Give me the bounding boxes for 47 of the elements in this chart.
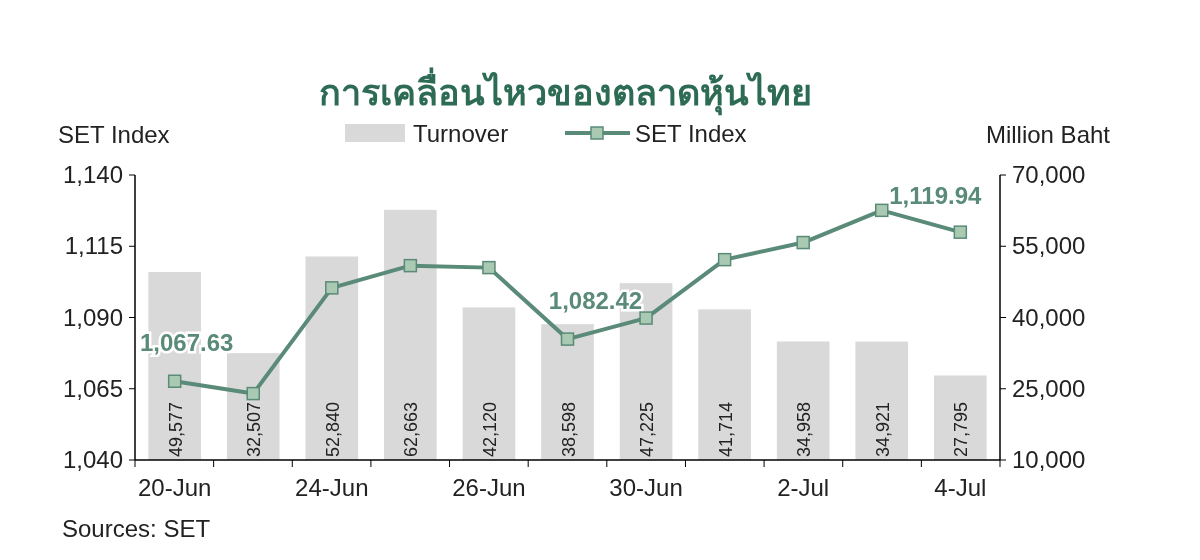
y-tick-label: 1,140 [62,161,123,188]
y2-tick-label: 25,000 [1012,374,1086,402]
point [639,311,653,325]
y2-axis-title: Million Baht [985,121,1111,148]
y2-tick-label: 70,000 [1012,161,1086,188]
point [482,260,496,275]
y-tick-label: 1,040 [62,446,123,473]
data-label: 32,507 [244,401,265,457]
data-label: 52,840 [322,401,343,457]
y-axis-title: SET Index [58,121,170,148]
legend-label: SET Index [635,120,747,147]
point [875,203,889,218]
point [403,258,418,273]
x-tick-label: 30-Jun [609,474,683,501]
data-label: 34,958 [794,401,815,457]
data-label: 1,082.42 [548,287,643,315]
data-label: 27,795 [951,401,972,457]
x-tick-label: 26-Jun [452,474,526,501]
chart-title: การเคลื่อนไหวของตลาดหุ้นไทย [318,67,812,116]
data-label: 1,067.63 [139,329,234,357]
data-label: 41,714 [715,401,736,457]
point [167,374,182,388]
data-label: 62,663 [401,401,422,457]
point [796,235,810,250]
data-label: 49,577 [165,401,186,457]
legend-label: Turnover [413,120,509,147]
y2-tick-label: 10,000 [1012,446,1086,473]
y2-tick-label: 55,000 [1012,232,1086,260]
y-tick-label: 1,090 [62,303,123,331]
x-tick-label: 2-Jul [777,474,830,501]
data-label: 1,119.94 [889,182,983,210]
point [246,386,260,401]
source-note: Sources: SET [62,515,211,542]
x-tick-label: 20-Jun [137,474,212,501]
point [325,281,339,295]
point [560,332,575,346]
x-tick-label: 4-Jul [934,474,987,501]
data-label: 47,225 [637,401,658,457]
data-label: 34,921 [872,401,893,457]
x-tick-label: 24-Jun [295,474,369,501]
y2-tick-label: 40,000 [1012,303,1086,331]
data-label: 42,120 [479,401,500,457]
y-tick-label: 1,065 [62,374,123,402]
point [717,252,732,267]
point [953,225,968,239]
y-tick-label: 1,115 [64,232,123,260]
data-label: 38,598 [558,401,579,457]
